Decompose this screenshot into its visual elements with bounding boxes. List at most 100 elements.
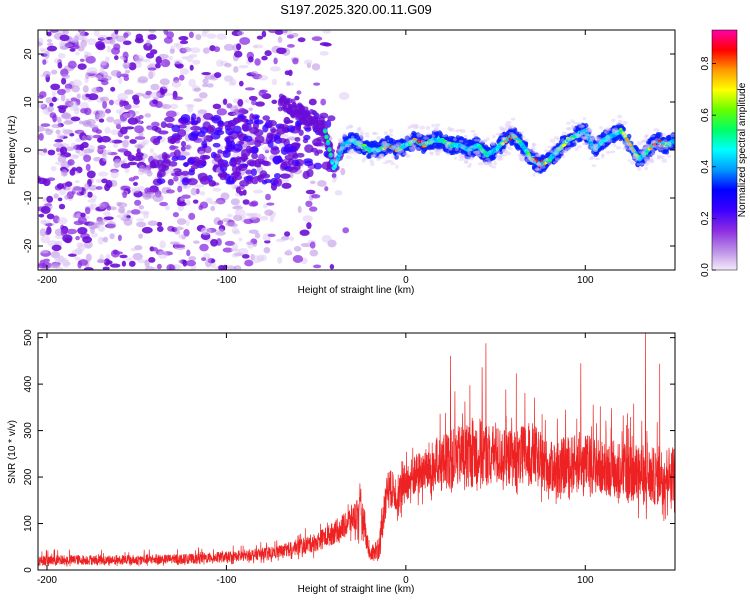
spectrogram-cell (395, 153, 400, 157)
spectrogram-cell (518, 156, 524, 160)
spectrogram-cell (382, 148, 387, 153)
spectrogram-cell (157, 130, 169, 135)
spectrogram-cell (99, 66, 105, 74)
spectrogram-cell (82, 236, 93, 244)
y-tick-label: 300 (23, 422, 34, 439)
spectrogram-cell (251, 152, 259, 160)
spectrogram-cell (274, 177, 283, 187)
y-tick-label: 500 (23, 329, 34, 346)
spectrogram-cell (117, 234, 122, 242)
spectrogram-cell (94, 113, 100, 121)
spectrogram-cell (582, 117, 586, 120)
spectrogram-cell (206, 83, 214, 88)
spectrogram-cell (156, 221, 163, 227)
spectrogram-cell (357, 126, 362, 131)
spectrogram-cell (491, 142, 496, 147)
spectrogram-cell (472, 151, 477, 154)
spectrogram-cell (564, 147, 569, 151)
spectrogram-cell (103, 258, 111, 266)
spectrogram-cell (63, 132, 69, 137)
spectrogram-cell (378, 154, 384, 160)
spectrogram-cell (604, 130, 608, 134)
spectrogram-cell (510, 117, 516, 121)
y-tick-label: 0 (23, 147, 34, 153)
spectrogram-cell (412, 139, 416, 143)
spectrogram-cell (589, 138, 595, 142)
spectrogram-cell (628, 146, 633, 150)
spectrogram-cell (222, 247, 233, 253)
spectrogram-cell (87, 134, 94, 140)
spectrogram-cell (473, 150, 480, 155)
spectrogram-cell (497, 156, 504, 160)
spectrogram-cell (611, 129, 616, 133)
spectrogram-cell (190, 113, 197, 121)
spectrogram-cell (378, 154, 383, 158)
spectrogram-cell (601, 153, 605, 157)
spectrogram-cell (355, 140, 362, 144)
spectrogram-cell (179, 197, 185, 202)
spectrogram-cell (476, 150, 481, 153)
spectrogram-cell (109, 38, 116, 45)
spectrogram-cell (67, 159, 75, 166)
spectrogram-cell (582, 142, 589, 146)
spectrogram-cell (252, 175, 262, 181)
spectrogram-cell (376, 156, 381, 159)
spectrogram-cell (362, 149, 367, 152)
spectrogram-cell (85, 71, 90, 80)
spectrogram-cell (405, 154, 411, 158)
spectrogram-cell (248, 201, 258, 207)
snr-x-ticks: -200 -100 0 100 (37, 333, 594, 586)
spectrogram-cell (278, 137, 287, 144)
spectrogram-cell (308, 206, 318, 212)
spectrogram-cell (661, 158, 668, 163)
spectrogram-cell (321, 235, 332, 243)
spectrogram-cell (324, 135, 329, 139)
spectrogram-cell (237, 98, 244, 107)
spectrogram-cell (144, 113, 152, 118)
spectrogram-cell (372, 132, 379, 136)
spectrogram-cell (549, 149, 554, 154)
spectrogram-cell (148, 256, 156, 263)
spectrogram-cell (348, 124, 353, 129)
spectrogram-cell (212, 142, 221, 148)
spectrogram-cell (113, 119, 122, 125)
spectrogram-cell (401, 151, 407, 157)
spectrogram-cell (496, 158, 503, 161)
snr-x-label: Height of straight line (km) (298, 584, 415, 595)
spectrogram-cell (193, 160, 204, 167)
spectrogram-cell (395, 142, 403, 147)
spectrogram-cell (493, 161, 497, 166)
spectrogram-cell (393, 144, 400, 149)
spectrogram-cell (491, 165, 497, 169)
spectrogram-cell (518, 131, 524, 135)
spectrogram-cell (110, 129, 119, 136)
spectrogram-cell (124, 126, 135, 130)
spectrogram-cell (300, 242, 312, 248)
spectrogram-cell (75, 235, 80, 241)
spectrogram-cell (460, 145, 466, 150)
spectrogram-cell (332, 177, 339, 180)
spectrogram-cell (361, 158, 366, 163)
spectrogram-cell (460, 155, 466, 159)
spectrogram-cell (152, 152, 158, 159)
spectrogram-cell (273, 134, 281, 141)
spectrogram-cell (95, 41, 105, 49)
spectrogram-cell (217, 220, 224, 226)
spectrogram-cell (536, 161, 541, 165)
spectrogram-cell (593, 148, 599, 152)
spectrogram-cell (49, 102, 54, 108)
spectrogram-cell (103, 211, 111, 217)
spectrogram-cell (110, 86, 116, 92)
spectrogram-cell (138, 132, 144, 137)
spectrogram-cell (385, 159, 391, 163)
spectrogram-cell (604, 127, 610, 131)
spectrogram-cell (234, 208, 246, 217)
spectrogram-cell (591, 145, 597, 150)
spectrogram-heatmap (38, 30, 675, 270)
spectrogram-cell (40, 235, 51, 244)
spectrogram-cell (412, 125, 419, 130)
spectrogram-cell (312, 110, 318, 116)
spectrogram-cell (486, 161, 493, 165)
spectrogram-cell (367, 153, 372, 159)
spectrogram-cell (152, 137, 161, 146)
